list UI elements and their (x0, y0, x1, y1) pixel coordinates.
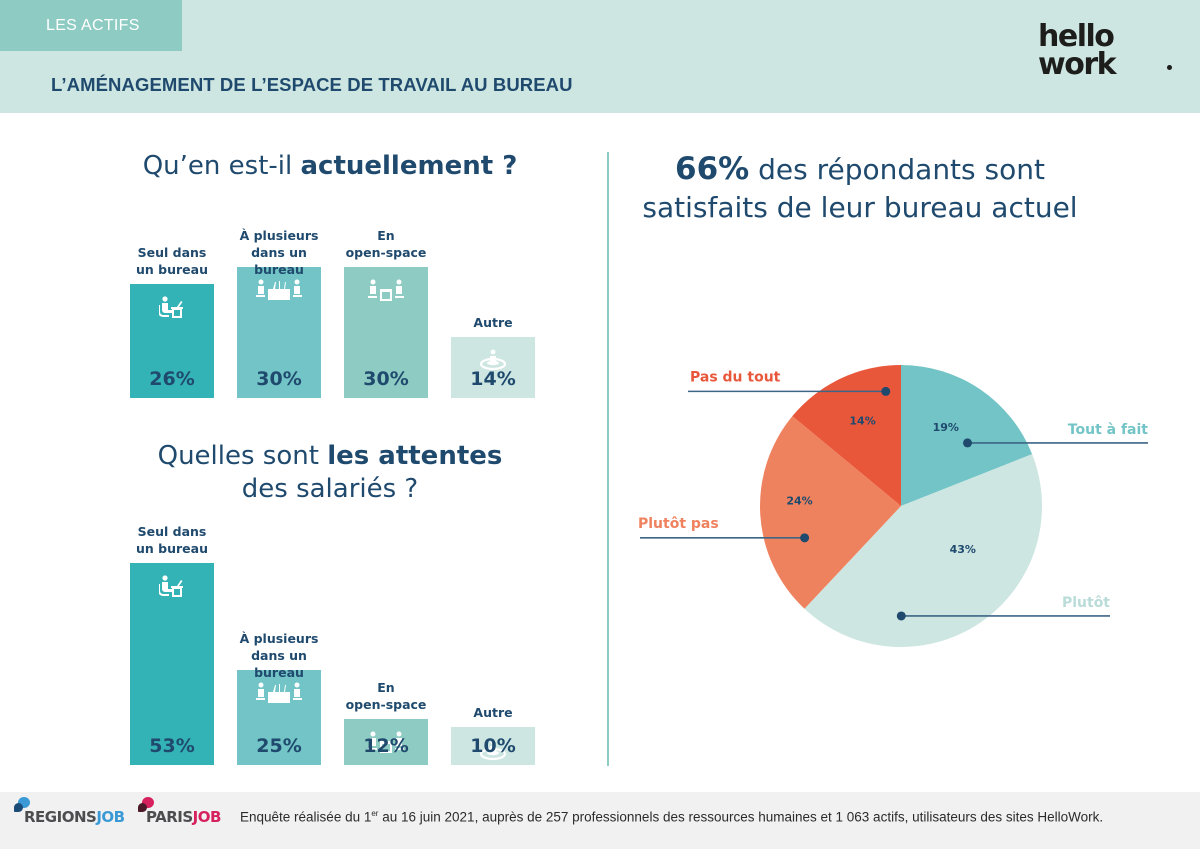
bar-1-4: 14% (451, 336, 535, 398)
pie-slice-pas-du-tout (792, 365, 901, 506)
bar-1-1: 26% (130, 284, 214, 398)
bar-category-label-line: dans un bureau (251, 647, 307, 680)
bar-charts: 26% Seul dans un bureau 30% À plusieurs dans … (0, 0, 600, 780)
bar-value-label: 10% (470, 734, 516, 757)
pie-leader-dot (896, 611, 906, 621)
two-people-desk-icon (344, 279, 428, 303)
regionsjob-logo: REGIONSJOB (24, 808, 125, 826)
parisjob-main: PARIS (146, 808, 193, 826)
pie-leader-dot (800, 533, 810, 543)
survey-note-rest: au 16 juin 2021, auprès de 257 professio… (378, 809, 1104, 825)
person-desk-icon (130, 574, 214, 599)
bar-category-label: Seul dans un bureau (117, 244, 227, 278)
bar-category-label-line: En (377, 680, 395, 696)
pie-slice-plut-t-pas (759, 416, 901, 609)
pie-value-label: 24% (786, 495, 812, 508)
logo-line-2: work (1038, 47, 1117, 82)
hellowork-logo: hello work (1038, 19, 1178, 84)
bar-category-label-line: un bureau (136, 540, 208, 556)
regionsjob-bubble-icon (18, 797, 30, 808)
pie-category-label: Tout à fait (1068, 422, 1149, 438)
meeting-table-icon (237, 279, 321, 303)
regionsjob-job: JOB (96, 808, 125, 826)
other-person-icon (451, 739, 535, 763)
other-person-icon (451, 349, 535, 373)
footer: REGIONSJOB PARISJOB Enquête réalisée du … (0, 792, 1200, 849)
person-desk-icon (130, 296, 214, 320)
bar-category-label-line: Seul dans (137, 245, 207, 261)
bar-category-label: À plusieurs dans un bureau (224, 630, 334, 681)
bar-value-label: 53% (149, 734, 195, 757)
pie-headline-bold: 66% (675, 151, 750, 187)
bar-2-3: 12% (344, 719, 428, 765)
bar-2-2: 25% (237, 669, 321, 765)
question-expectations-line2: des salariés ? (241, 474, 419, 504)
pie-slice-plut-t (804, 454, 1042, 647)
question-current-prefix: Qu’en est-il (142, 151, 301, 181)
pie-leader-dot (962, 438, 972, 448)
bar-value-label: 30% (363, 367, 409, 390)
bar-category-label: Autre (438, 704, 548, 721)
logo-line-1: hello (1038, 19, 1115, 54)
survey-note-start: Enquête réalisée du 1 (240, 809, 372, 825)
bar-value-label: 25% (256, 735, 302, 757)
vertical-divider (607, 152, 609, 766)
parisjob-job: JOB (192, 808, 222, 826)
pie-value-label: 19% (933, 421, 959, 434)
bar-value-label: 14% (470, 367, 516, 390)
pie-category-label: Pas du tout (690, 369, 781, 385)
section-tag: LES ACTIFS (0, 0, 182, 51)
question-current-title: Qu’en est-il actuellement ? (110, 150, 550, 183)
bar-1-2: 30% (237, 266, 321, 398)
meeting-table-icon (237, 682, 321, 706)
bar-category-label-line: En (377, 227, 395, 243)
logo-dot (1167, 65, 1172, 70)
parisjob-bubble-icon-dark (138, 803, 147, 812)
page-title: L’AMÉNAGEMENT DE L’ESPACE DE TRAVAIL AU … (51, 74, 573, 95)
pie-category-label: Plutôt (1062, 595, 1110, 611)
header-band: LES ACTIFS L’AMÉNAGEMENT DE L’ESPACE DE … (0, 0, 1200, 113)
two-people-desk-icon (344, 731, 428, 755)
bar-category-label: En open-space (331, 227, 441, 261)
pie-value-label: 14% (849, 414, 875, 427)
survey-note: Enquête réalisée du 1er au 16 juin 2021,… (240, 809, 1103, 825)
parisjob-logo: PARISJOB (146, 808, 221, 826)
bar-category-label-line: open-space (345, 697, 427, 713)
pie-headline-rest: des répondants sont (749, 153, 1045, 186)
bar-category-label: À plusieurs dans un bureau (224, 227, 334, 278)
pie-headline: 66% des répondants sont satisfaits de le… (620, 150, 1100, 227)
question-current-bold: actuellement ? (300, 151, 518, 181)
bar-category-label-line: dans un bureau (251, 244, 307, 277)
parisjob-bubble-icon (142, 797, 154, 808)
bar-category-label-line: open-space (345, 244, 427, 260)
bar-value-label: 30% (256, 367, 302, 390)
bar-value-label: 12% (363, 734, 409, 757)
pie-category-label: Plutôt pas (638, 516, 719, 532)
satisfaction-pie-chart: 19% Tout à fait 43% Plutôt 24% Plutôt pas 14% P… (638, 365, 1149, 647)
bar-value-label: 26% (149, 367, 195, 390)
bar-category-label: Seul dans un bureau (117, 523, 227, 557)
question-expectations-bold: les attentes (327, 441, 503, 471)
pie-headline-line2: satisfaits de leur bureau actuel (642, 191, 1078, 224)
pie-leader-dot (881, 386, 891, 396)
question-expectations-prefix: Quelles sont (157, 441, 328, 471)
survey-note-sup: er (371, 809, 379, 818)
bar-category-label-line: un bureau (136, 262, 208, 278)
bar-category-label-line: Autre (473, 314, 513, 330)
bar-1-3: 30% (344, 266, 428, 398)
bar-2-1: 53% (130, 562, 214, 765)
bar-2-4: 10% (451, 726, 535, 765)
bar-category-label-line: Seul dans (137, 523, 207, 539)
pie-value-label: 43% (950, 543, 976, 556)
bar-category-label: En open-space (331, 679, 441, 713)
bar-category-label-line: À plusieurs (239, 227, 319, 243)
regionsjob-main: REGIONS (24, 808, 97, 826)
bar-category-label: Autre (438, 314, 548, 331)
regionsjob-bubble-icon-dark (14, 803, 23, 812)
question-expectations-title: Quelles sont les attentes des salariés ? (110, 440, 550, 506)
bar-category-label-line: Autre (473, 704, 513, 720)
pie-slice-tout-fait (901, 365, 1033, 506)
bar-category-label-line: À plusieurs (239, 630, 319, 646)
